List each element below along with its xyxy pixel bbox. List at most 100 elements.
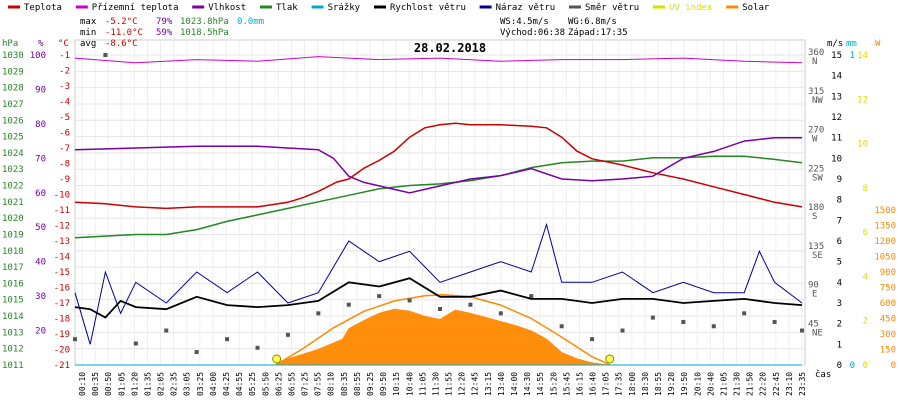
tick-w: 300: [880, 330, 896, 340]
tick-dir: 315: [808, 87, 824, 97]
dir-point: [285, 332, 290, 337]
x-tick-label: 01:20: [130, 372, 139, 396]
stat-min-hum: 59%: [156, 28, 173, 38]
tick-ms: 8: [837, 196, 842, 206]
tick-hpa: 1030: [2, 51, 24, 61]
tick-degc: -16: [54, 284, 70, 294]
tick-pct: 90: [35, 85, 46, 95]
stat-avg-temp: -8.6°C: [105, 39, 138, 49]
tick-ms: 12: [831, 113, 842, 123]
x-tick-label: 13:15: [484, 372, 493, 396]
tick-degc: -18: [54, 315, 70, 325]
x-tick-label: 04:00: [209, 372, 218, 396]
tick-uv: 0: [863, 361, 868, 371]
tick-hpa: 1014: [2, 312, 24, 322]
x-tick-label: 17:35: [615, 372, 624, 396]
legend-label-2: Vlhkost: [208, 3, 246, 13]
tick-ms: 14: [831, 72, 842, 82]
tick-hpa: 1027: [2, 100, 24, 110]
dir-point: [377, 294, 382, 299]
tick-mm: 1: [850, 51, 855, 61]
tick-hpa: 1016: [2, 279, 24, 289]
tick-w: 750: [880, 284, 896, 294]
x-tick-label: 19:20: [667, 372, 676, 396]
x-tick-label: 23:10: [785, 372, 794, 396]
tick-dir: 45: [808, 319, 819, 329]
stat-ws: WS:4.5m/s: [500, 17, 549, 27]
series-layer: [73, 53, 804, 366]
tick-ms: 5: [837, 258, 842, 268]
x-tick-label: 18:30: [641, 372, 650, 396]
stat-avg-label: avg: [80, 39, 96, 49]
tick-dir-label: N: [812, 57, 817, 67]
x-tick-label: 04:55: [235, 372, 244, 396]
series-wind: [74, 277, 803, 319]
dir-point: [711, 324, 716, 329]
x-tick-label: 07:25: [301, 372, 310, 396]
tick-degc: -11: [54, 206, 70, 216]
x-tick-label: 14:55: [536, 372, 545, 396]
legend-label-0: Teplota: [24, 3, 62, 13]
x-tick-label: 15:45: [562, 372, 571, 396]
dir-point: [772, 319, 777, 324]
unit-pct: %: [38, 39, 44, 49]
tick-hpa: 1022: [2, 182, 24, 192]
tick-ms: 6: [837, 237, 842, 247]
x-tick-label: 20:10: [693, 372, 702, 396]
series-temperature: [74, 122, 803, 210]
dir-point: [316, 311, 321, 316]
tick-hpa: 1021: [2, 198, 24, 208]
dir-point: [346, 302, 351, 307]
tick-dir-label: SW: [812, 173, 823, 183]
legend-label-3: Tlak: [276, 3, 298, 13]
tick-dir: 135: [808, 242, 824, 252]
tick-ms: 1: [837, 340, 842, 350]
unit-ms: m/s: [827, 39, 843, 49]
stat-min-temp: -11.0°C: [105, 28, 143, 38]
axis-units: hPa% °C m/s mm W: [2, 39, 881, 49]
x-tick-label: 04:25: [222, 372, 231, 396]
tick-uv: 10: [857, 140, 868, 150]
x-tick-label: 08:55: [353, 372, 362, 396]
tick-pct: 50: [35, 223, 46, 233]
tick-hpa: 1015: [2, 296, 24, 306]
legend-label-1: Přízemní teplota: [92, 3, 179, 13]
legend-label-6: Náraz větru: [496, 3, 556, 13]
tick-degc: -21: [54, 361, 70, 371]
x-tick-label: 14:30: [523, 372, 532, 396]
tick-hpa: 1012: [2, 345, 24, 355]
x-tick-label: 13:40: [497, 372, 506, 396]
dir-point: [650, 315, 655, 320]
x-axis-title: čas: [815, 369, 831, 380]
tick-w: 1200: [874, 237, 896, 247]
dir-point: [529, 294, 534, 299]
x-tick-label: 22:20: [759, 372, 768, 396]
tick-w: 1050: [874, 253, 896, 263]
x-tick-label: 19:50: [680, 372, 689, 396]
tick-hpa: 1019: [2, 230, 24, 240]
tick-degc: -17: [54, 299, 70, 309]
tick-dir-label: W: [812, 135, 818, 145]
x-tick-label: 00:50: [104, 372, 113, 396]
tick-dir-label: S: [812, 212, 817, 222]
x-tick-label: 03:05: [183, 372, 192, 396]
chart-title: 28.02.2018: [414, 41, 486, 55]
tick-w: 1500: [874, 206, 896, 216]
tick-w: 0: [891, 361, 896, 371]
x-tick-label: 17:05: [602, 372, 611, 396]
legend: Teplota Přízemní teplota Vlhkost Tlak Srážky…: [8, 3, 770, 13]
dir-point: [255, 345, 260, 350]
dir-point: [498, 311, 503, 316]
tick-w: 1350: [874, 222, 896, 232]
tick-hpa: 1018: [2, 247, 24, 257]
tick-uv: 14: [857, 51, 868, 61]
tick-hpa: 1025: [2, 133, 24, 143]
dir-point: [407, 298, 412, 303]
tick-degc: -5: [59, 113, 70, 123]
tick-w: 450: [880, 315, 896, 325]
x-tick-label: 06:25: [274, 372, 283, 396]
x-tick-label: 01:05: [117, 372, 126, 396]
stat-sunset: Západ:17:35: [568, 28, 628, 38]
x-tick-label: 21:05: [719, 372, 728, 396]
legend-label-9: Solar: [742, 3, 770, 13]
